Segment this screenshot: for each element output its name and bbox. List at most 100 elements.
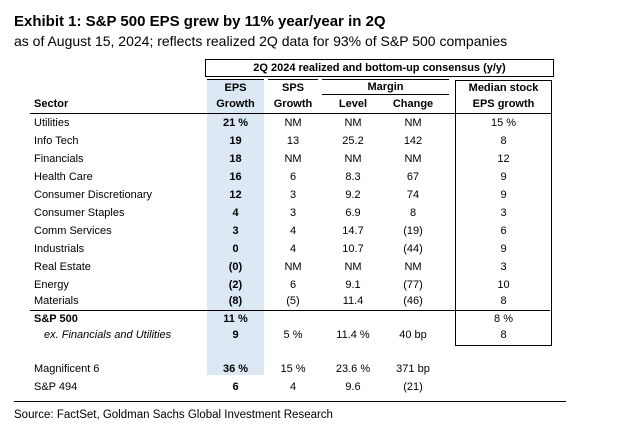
margin-level-value: 10.7 — [342, 243, 364, 255]
sps-growth-value: NM — [284, 261, 302, 273]
exhibit-subtitle: as of August 15, 2024; reflects realized… — [14, 33, 508, 49]
margin-level-value: 6.9 — [345, 207, 361, 219]
eps-growth-value: (2) — [228, 279, 243, 291]
margin-level-value: 23.6 % — [335, 363, 371, 375]
median-eps-value: 3 — [500, 261, 507, 273]
margin-change-value: (44) — [403, 243, 423, 255]
eps-growth-value: 36 % — [222, 363, 249, 375]
median-eps-value: 8 — [500, 135, 507, 147]
table-row: Health Care 16 6 8.3 67 9 — [0, 170, 622, 184]
margin-change-value: NM — [404, 153, 422, 165]
median-eps-value: 3 — [500, 207, 507, 219]
header-bottom-rule — [30, 113, 550, 114]
header-margin-change: Change — [392, 98, 434, 110]
eps-growth-value: 9 — [232, 329, 239, 341]
median-eps-value: 12 — [497, 153, 510, 165]
table-row: Utilities 21 % NM NM NM 15 % — [0, 116, 622, 130]
header-eps: EPS — [224, 82, 247, 94]
margin-level-value: 14.7 — [342, 225, 364, 237]
header-median-stock: Median stock — [468, 82, 539, 94]
margin-level-value: 9.6 — [345, 381, 361, 393]
margin-change-value: NM — [404, 261, 422, 273]
sector-name: Energy — [34, 279, 69, 291]
margin-level-value: 25.2 — [342, 135, 364, 147]
margin-change-value: (46) — [403, 295, 423, 307]
median-eps-value: 8 % — [494, 313, 513, 325]
table-row: Materials (8) (5) 11.4 (46) 8 — [0, 294, 622, 308]
header-margin: Margin — [367, 81, 404, 93]
header-median-eps: EPS growth — [472, 98, 535, 110]
margin-sub-rule — [322, 94, 449, 95]
margin-level-value: NM — [344, 153, 362, 165]
sps-growth-value: 6 — [289, 279, 297, 291]
sector-name: Magnificent 6 — [34, 363, 100, 375]
margin-level-value: 8.3 — [345, 171, 361, 183]
eps-growth-value: (8) — [228, 295, 243, 307]
sps-header-rule — [268, 79, 318, 80]
eps-growth-value: 16 — [229, 171, 242, 183]
exhibit-title: Exhibit 1: S&P 500 EPS grew by 11% year/… — [14, 13, 386, 30]
sps-growth-value: 3 — [289, 189, 297, 201]
eps-growth-value: (0) — [228, 261, 243, 273]
total-top-rule — [30, 310, 550, 311]
eps-growth-value: 18 — [229, 153, 242, 165]
table-row: Info Tech 19 13 25.2 142 8 — [0, 134, 622, 148]
sps-growth-value: NM — [284, 153, 302, 165]
margin-change-value: 371 bp — [396, 363, 430, 375]
margin-header-rule — [322, 79, 449, 80]
sector-name: Materials — [34, 295, 79, 307]
margin-change-value: 74 — [406, 189, 420, 201]
table-row: Financials 18 NM NM NM 12 — [0, 152, 622, 166]
median-eps-value: 9 — [500, 189, 507, 201]
table-row: Real Estate (0) NM NM NM 3 — [0, 260, 622, 274]
median-eps-value: 9 — [500, 243, 507, 255]
header-sector: Sector — [34, 98, 69, 110]
eps-header-rule — [207, 79, 264, 80]
median-eps-value: 8 — [500, 295, 507, 307]
margin-change-value: 142 — [403, 135, 423, 147]
sector-name: ex. Financials and Utilities — [44, 329, 172, 341]
margin-change-value: 67 — [406, 171, 420, 183]
margin-change-value: NM — [404, 117, 422, 129]
header-margin-level: Level — [338, 98, 368, 110]
margin-level-value: 9.1 — [345, 279, 361, 291]
median-eps-value: 9 — [500, 171, 507, 183]
sector-name: S&P 500 — [34, 313, 78, 325]
sector-name: Comm Services — [34, 225, 112, 237]
sector-name: Info Tech — [34, 135, 79, 147]
sps-growth-value: 4 — [289, 225, 297, 237]
header-eps-growth: Growth — [216, 98, 255, 110]
sps-growth-value: NM — [284, 117, 302, 129]
median-eps-value: 10 — [497, 279, 510, 291]
median-eps-value: 6 — [500, 225, 507, 237]
sector-name: Utilities — [34, 117, 70, 129]
sp500-row: S&P 500 11 % 8 % — [0, 312, 622, 326]
table-row: Energy (2) 6 9.1 (77) 10 — [0, 278, 622, 292]
sps-growth-value: 15 % — [280, 363, 306, 375]
margin-level-value: 11.4 — [342, 295, 364, 307]
table-row: Consumer Staples 4 3 6.9 8 3 — [0, 206, 622, 220]
sector-name: Financials — [34, 153, 84, 165]
median-eps-value: 8 — [500, 329, 507, 341]
sp494-row: S&P 494 6 4 9.6 (21) — [0, 380, 622, 394]
margin-level-value: 9.2 — [345, 189, 361, 201]
sps-growth-value: 4 — [289, 243, 297, 255]
sector-name: Real Estate — [34, 261, 91, 273]
header-sps: SPS — [281, 82, 304, 94]
sps-growth-value: 6 — [289, 171, 297, 183]
margin-level-value: NM — [344, 261, 362, 273]
median-eps-value: 15 % — [490, 117, 517, 129]
table-row: Consumer Discretionary 12 3 9.2 74 9 — [0, 188, 622, 202]
sps-growth-value: (5) — [286, 295, 300, 307]
eps-growth-value: 3 — [232, 225, 239, 237]
sps-growth-value: 3 — [289, 207, 297, 219]
sector-name: S&P 494 — [34, 381, 78, 393]
eps-growth-value: 6 — [232, 381, 239, 393]
eps-highlight-column — [207, 80, 264, 375]
margin-change-value: (77) — [403, 279, 423, 291]
eps-growth-value: 12 — [229, 189, 242, 201]
margin-level-value: 11.4 % — [336, 329, 370, 341]
eps-growth-value: 4 — [232, 207, 239, 219]
median-column-box — [455, 80, 552, 346]
ex-financials-utilities-row: ex. Financials and Utilities 9 5 % 11.4 … — [0, 328, 622, 342]
